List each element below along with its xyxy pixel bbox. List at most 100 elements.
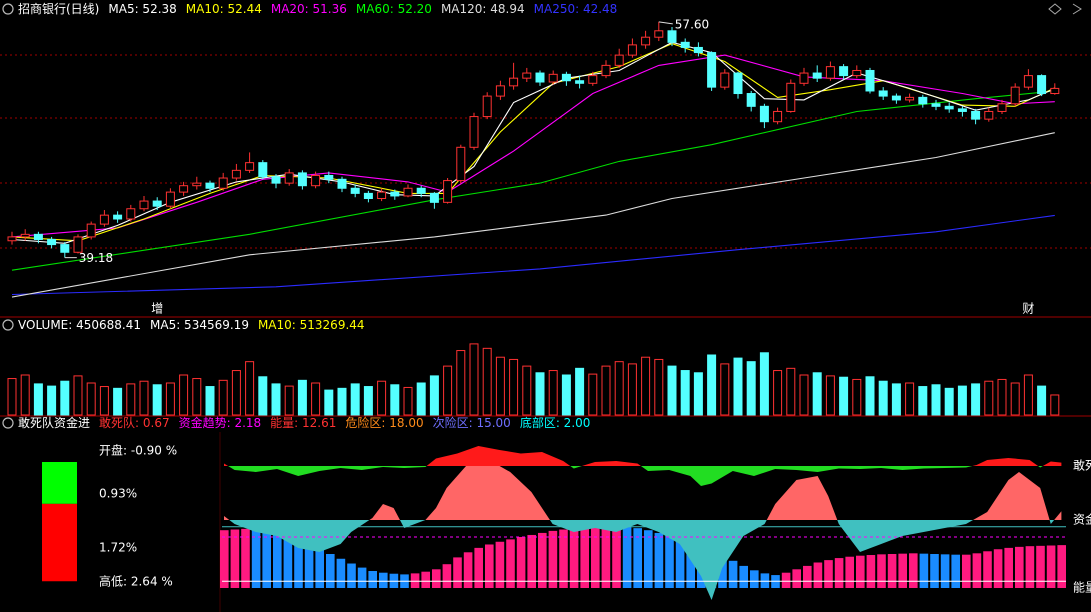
energy-bar xyxy=(1015,546,1024,588)
energy-bar xyxy=(686,541,695,588)
volume-bar xyxy=(416,382,426,416)
gansidui-negative xyxy=(224,466,1062,486)
candle-body xyxy=(588,75,598,84)
candle-body xyxy=(139,200,149,210)
candle-body xyxy=(205,182,215,189)
candle-body xyxy=(245,162,255,171)
volume-bar xyxy=(799,374,809,416)
volume-bar xyxy=(377,380,387,416)
candle-body xyxy=(878,90,888,97)
energy-bar xyxy=(898,553,907,588)
energy-bar xyxy=(432,569,441,588)
volume-bar xyxy=(33,383,43,416)
candle-body xyxy=(720,72,730,88)
energy-bar xyxy=(633,528,642,588)
energy-bar xyxy=(940,554,950,588)
energy-bar xyxy=(654,532,664,588)
volume-bar xyxy=(931,384,941,416)
candle-body xyxy=(667,30,677,43)
energy-bar xyxy=(866,555,876,588)
candle-body xyxy=(931,103,941,107)
candle-body xyxy=(33,233,43,240)
arrow-icon[interactable] xyxy=(1072,3,1082,15)
volume-bar xyxy=(73,375,83,416)
candle-body xyxy=(680,41,690,48)
header-item: MA5: 52.38 xyxy=(108,2,176,16)
volume-bar xyxy=(218,379,228,416)
energy-bar xyxy=(485,544,494,588)
window-icons[interactable] xyxy=(1048,3,1082,15)
candle-body xyxy=(905,96,915,101)
candle-body xyxy=(601,64,611,77)
energy-bar xyxy=(728,560,738,588)
candle-body xyxy=(403,187,413,197)
volume-bar xyxy=(839,376,849,416)
candle-body xyxy=(284,172,294,184)
volume-bar xyxy=(667,365,677,416)
ma-line xyxy=(11,54,1055,238)
expand-icon[interactable] xyxy=(1048,3,1062,15)
toggle-icon[interactable] xyxy=(2,319,14,331)
volume-bar xyxy=(786,367,796,416)
volume-bar xyxy=(495,356,505,416)
candle-body xyxy=(271,176,281,184)
volume-bar xyxy=(113,387,123,416)
header-item: 敢死队: 0.67 xyxy=(99,415,170,430)
candle-body xyxy=(7,236,17,242)
panel-toggles[interactable] xyxy=(2,3,14,429)
energy-bar xyxy=(569,528,579,588)
volume-bar xyxy=(733,357,743,416)
energy-bar xyxy=(516,537,526,588)
candle-body xyxy=(575,80,585,84)
energy-bar xyxy=(1025,546,1035,588)
candle-body xyxy=(957,108,967,112)
volume-bar xyxy=(429,375,439,416)
max-label: 57.60 xyxy=(675,17,709,31)
energy-bar xyxy=(315,548,324,588)
energy-bar xyxy=(347,563,356,588)
header-item: MA120: 48.94 xyxy=(441,2,525,16)
candle-body xyxy=(561,73,571,82)
header-item: MA5: 534569.19 xyxy=(150,318,249,332)
energy-bar xyxy=(453,557,462,588)
volume-bar xyxy=(693,372,703,416)
header-item: 危险区: 18.00 xyxy=(345,415,423,430)
volume-bar xyxy=(1037,385,1047,416)
volume-bar xyxy=(944,387,954,416)
volume-bar xyxy=(126,383,136,416)
header-item: VOLUME: 450688.41 xyxy=(18,318,141,332)
volume-bar xyxy=(205,386,215,416)
candle-body xyxy=(482,95,492,118)
toggle-icon[interactable] xyxy=(2,3,14,15)
toggle-icon[interactable] xyxy=(2,417,14,429)
volume-bar xyxy=(707,354,717,416)
energy-bar xyxy=(813,562,823,588)
panel-header: 敢死队资金进 敢死队: 0.67 资金趋势: 2.18 能量: 12.61 危险区: 1… xyxy=(18,415,590,430)
energy-bar xyxy=(962,554,971,588)
candle-body xyxy=(390,191,400,197)
energy-bar xyxy=(410,573,420,588)
candle-body xyxy=(456,146,466,182)
energy-bar xyxy=(760,573,770,588)
volume-bar xyxy=(654,358,664,416)
energy-bar xyxy=(1046,545,1056,588)
candle-body xyxy=(746,93,756,107)
volume-bar xyxy=(324,389,334,416)
energy-bar xyxy=(294,539,303,588)
candle-body xyxy=(179,185,189,193)
candle-body xyxy=(126,208,136,220)
candle-body xyxy=(522,72,532,79)
candle-body xyxy=(443,180,453,203)
energy-bar xyxy=(877,554,886,588)
energy-bar xyxy=(803,565,812,588)
candle-body xyxy=(297,172,307,187)
header-item: MA250: 42.48 xyxy=(534,2,618,16)
energy-bar xyxy=(665,535,674,588)
volume-bar xyxy=(99,386,109,416)
event-marker: 增 xyxy=(151,302,163,316)
candle-body xyxy=(47,238,57,246)
upper-label: 0.93% xyxy=(99,487,137,501)
energy-bar xyxy=(919,553,929,588)
volume-bar xyxy=(759,352,769,416)
